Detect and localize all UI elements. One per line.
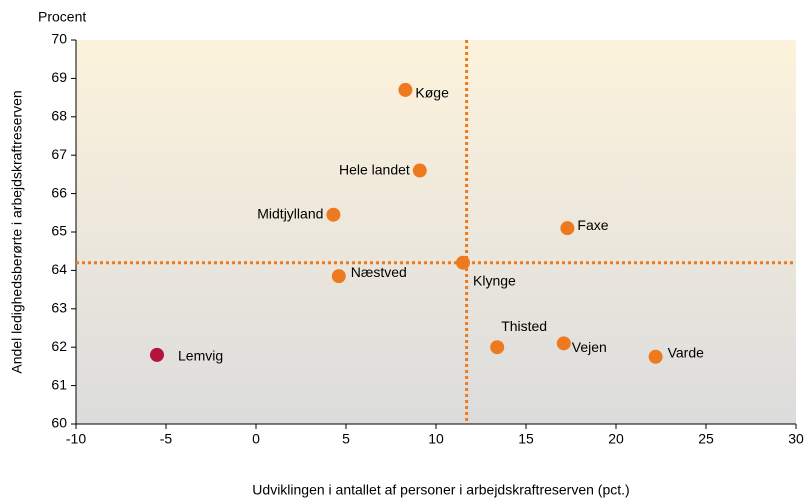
point: [456, 255, 470, 270]
x-tick-label: 15: [518, 431, 534, 447]
point-label: Hele landet: [339, 161, 410, 177]
x-tick-label: 30: [788, 431, 804, 447]
y-tick-label: 66: [51, 184, 67, 200]
y-tick-label: 65: [51, 223, 67, 239]
point-label: Midtjylland: [257, 205, 323, 221]
x-tick-label: 25: [698, 431, 714, 447]
y-tick-label: 68: [51, 108, 67, 124]
x-tick-label: 0: [252, 431, 260, 447]
x-tick-label: 5: [342, 431, 350, 447]
point: [560, 221, 575, 236]
point: [648, 349, 663, 364]
point-label: Faxe: [577, 217, 608, 233]
point-label: Lemvig: [178, 348, 223, 364]
point: [326, 207, 341, 222]
y-tick-label: 64: [51, 261, 67, 277]
y-tick-label: 69: [51, 69, 67, 85]
x-tick-label: 20: [608, 431, 624, 447]
point: [398, 82, 413, 97]
point-label: Næstved: [351, 264, 407, 280]
y-tick-label: 67: [51, 146, 67, 162]
point: [331, 269, 346, 284]
point: [490, 340, 505, 355]
plot-area: [76, 40, 796, 424]
y-tick-label: 70: [51, 31, 67, 47]
y-unit-label: Procent: [38, 9, 86, 25]
point-label: Vejen: [572, 339, 607, 355]
y-tick-label: 62: [51, 338, 67, 354]
y-tick-label: 63: [51, 300, 67, 316]
point-label: Thisted: [501, 318, 547, 334]
x-tick-label: -10: [66, 431, 86, 447]
point-label: Varde: [668, 345, 705, 361]
point: [412, 163, 427, 178]
point: [150, 347, 164, 362]
point-label: Køge: [415, 85, 449, 101]
x-tick-label: -5: [160, 431, 173, 447]
x-tick-label: 10: [428, 431, 444, 447]
y-axis-title: Andel ledighedsberørte i arbejdskraftres…: [9, 90, 25, 373]
y-tick-label: 60: [51, 415, 67, 431]
point: [556, 336, 571, 351]
point-label: Klynge: [473, 272, 516, 288]
x-axis-title: Udviklingen i antallet af personer i arb…: [252, 482, 629, 498]
y-tick-label: 61: [51, 376, 67, 392]
